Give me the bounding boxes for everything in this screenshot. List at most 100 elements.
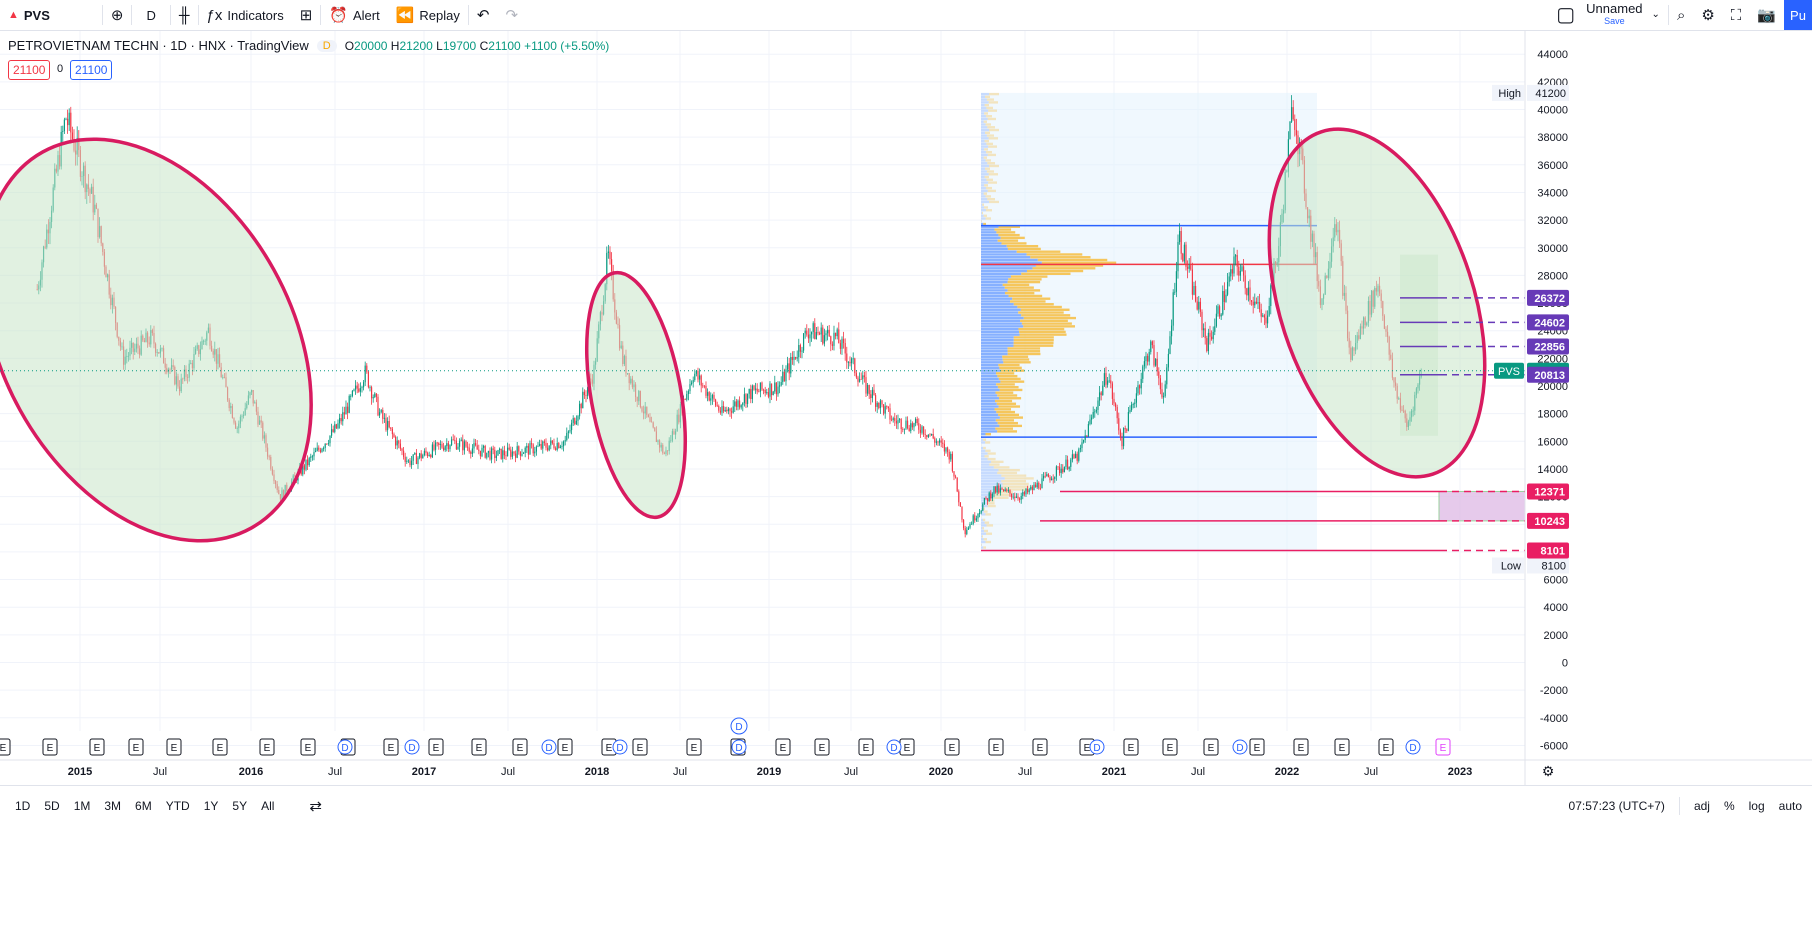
earnings-marker[interactable]: E <box>691 743 698 754</box>
auto-toggle[interactable]: auto <box>1778 799 1802 813</box>
series-title[interactable]: PETROVIETNAM TECHN · 1D · HNX · TradingV… <box>8 38 309 53</box>
quick-search-button[interactable]: ⌕ <box>1669 0 1693 30</box>
level-price-tag[interactable]: 22856 <box>1534 342 1565 354</box>
earnings-marker-box[interactable] <box>212 738 228 756</box>
dividend-marker[interactable]: D <box>735 722 742 733</box>
interval-button[interactable]: D <box>132 0 169 30</box>
range-5y[interactable]: 5Y <box>232 799 248 813</box>
earnings-marker-box[interactable] <box>858 738 874 756</box>
snapshot-button[interactable]: 📷 <box>1749 0 1784 30</box>
chart-canvas[interactable]: 4400042000400003800036000340003200030000… <box>0 31 1812 785</box>
level-price-tag[interactable]: 12371 <box>1534 486 1565 498</box>
earnings-marker-box[interactable] <box>0 738 11 756</box>
earnings-marker[interactable]: E <box>305 743 312 754</box>
symbol-search[interactable]: ▲ PVS <box>0 0 58 30</box>
clock[interactable]: 07:57:23 (UTC+7) <box>1568 799 1665 813</box>
earnings-marker-box[interactable] <box>383 738 399 756</box>
publish-button[interactable]: Pu <box>1784 0 1812 30</box>
earnings-marker-box[interactable] <box>166 738 182 756</box>
earnings-marker[interactable]: E <box>264 743 271 754</box>
dividend-marker[interactable]: D <box>545 743 552 754</box>
axis-settings-icon[interactable]: ⚙ <box>1542 764 1555 780</box>
highlight-ellipse[interactable] <box>1229 102 1525 504</box>
earnings-marker[interactable]: E <box>993 743 1000 754</box>
dividend-marker-circle[interactable] <box>1232 739 1248 755</box>
replay-button[interactable]: ⏪ Replay <box>388 0 468 30</box>
dividend-marker-circle[interactable] <box>1089 739 1105 755</box>
dividend-marker-circle[interactable] <box>730 717 748 735</box>
earnings-marker-box[interactable] <box>42 738 58 756</box>
earnings-marker-box[interactable] <box>259 738 275 756</box>
buy-price-box[interactable]: 21100 <box>70 60 113 80</box>
log-toggle[interactable]: log <box>1748 799 1765 813</box>
earnings-marker[interactable]: E <box>1254 743 1261 754</box>
dividend-marker-circle[interactable] <box>731 739 747 755</box>
dividend-marker[interactable]: D <box>735 743 742 754</box>
earnings-marker-box[interactable] <box>1334 738 1350 756</box>
adj-toggle[interactable]: adj <box>1693 799 1710 813</box>
highlight-ellipse[interactable] <box>570 265 702 525</box>
earnings-marker[interactable]: E <box>562 743 569 754</box>
settings-button[interactable]: ⚙ <box>1693 0 1722 30</box>
earnings-marker-box[interactable] <box>1435 738 1451 756</box>
dividend-marker-circle[interactable] <box>886 739 902 755</box>
alert-button[interactable]: ⏰ Alert <box>321 0 387 30</box>
earnings-marker[interactable]: E <box>517 743 524 754</box>
dividend-marker-circle[interactable] <box>612 739 628 755</box>
templates-button[interactable]: ⊞ <box>292 0 321 30</box>
dividend-marker[interactable]: D <box>890 743 897 754</box>
dividend-marker[interactable]: D <box>1093 743 1100 754</box>
earnings-marker[interactable]: E <box>1298 743 1305 754</box>
sell-price-box[interactable]: 21100 <box>8 60 51 80</box>
level-price-tag[interactable]: 26372 <box>1534 293 1565 305</box>
earnings-marker-box[interactable] <box>1203 738 1219 756</box>
earnings-marker[interactable]: E <box>606 743 613 754</box>
earnings-marker[interactable]: E <box>171 743 178 754</box>
earnings-marker-box[interactable] <box>1123 738 1139 756</box>
goto-date-icon[interactable]: ⇄ <box>309 797 322 815</box>
range-ytd[interactable]: YTD <box>165 799 190 813</box>
undo-button[interactable]: ↶ <box>469 0 498 30</box>
earnings-marker-box[interactable] <box>686 738 702 756</box>
earnings-marker[interactable]: E <box>863 743 870 754</box>
level-price-tag[interactable]: 10243 <box>1534 516 1565 528</box>
earnings-marker[interactable]: E <box>1037 743 1044 754</box>
dividend-marker-circle[interactable] <box>1405 739 1421 755</box>
range-1d[interactable]: 1D <box>15 799 31 813</box>
earnings-marker-box[interactable] <box>1162 738 1178 756</box>
earnings-marker[interactable]: E <box>433 743 440 754</box>
dividend-badge[interactable]: D <box>316 39 337 52</box>
earnings-marker-box[interactable] <box>944 738 960 756</box>
dividend-marker[interactable]: D <box>616 743 623 754</box>
earnings-marker-box[interactable] <box>512 738 528 756</box>
earnings-marker-box[interactable] <box>471 738 487 756</box>
earnings-marker-box[interactable] <box>775 738 791 756</box>
level-price-tag[interactable]: 20813 <box>1534 370 1565 382</box>
dividend-marker-circle[interactable] <box>337 739 353 755</box>
earnings-marker-box[interactable] <box>89 738 105 756</box>
earnings-marker-box[interactable] <box>988 738 1004 756</box>
earnings-marker-box[interactable] <box>632 738 648 756</box>
earnings-marker[interactable]: E <box>819 743 826 754</box>
earnings-marker[interactable]: E <box>476 743 483 754</box>
percent-toggle[interactable]: % <box>1723 799 1735 813</box>
range-1m[interactable]: 1M <box>73 799 91 813</box>
earnings-marker[interactable]: E <box>780 743 787 754</box>
earnings-marker-box[interactable] <box>128 738 144 756</box>
earnings-marker-box[interactable] <box>814 738 830 756</box>
range-6m[interactable]: 6M <box>135 799 152 813</box>
earnings-marker-box[interactable] <box>1293 738 1309 756</box>
highlight-ellipse[interactable] <box>0 82 378 599</box>
level-price-tag[interactable]: 8101 <box>1541 546 1565 558</box>
earnings-marker[interactable]: E <box>1440 743 1447 754</box>
earnings-marker[interactable]: E <box>1084 743 1091 754</box>
earnings-marker[interactable]: E <box>637 743 644 754</box>
earnings-marker-box[interactable] <box>1032 738 1048 756</box>
earnings-marker-box[interactable] <box>557 738 573 756</box>
earnings-marker[interactable]: E <box>949 743 956 754</box>
earnings-marker-box[interactable] <box>1249 738 1265 756</box>
range-5d[interactable]: 5D <box>44 799 60 813</box>
earnings-marker[interactable]: E <box>47 743 54 754</box>
earnings-marker[interactable]: E <box>904 743 911 754</box>
earnings-marker[interactable]: E <box>1339 743 1346 754</box>
